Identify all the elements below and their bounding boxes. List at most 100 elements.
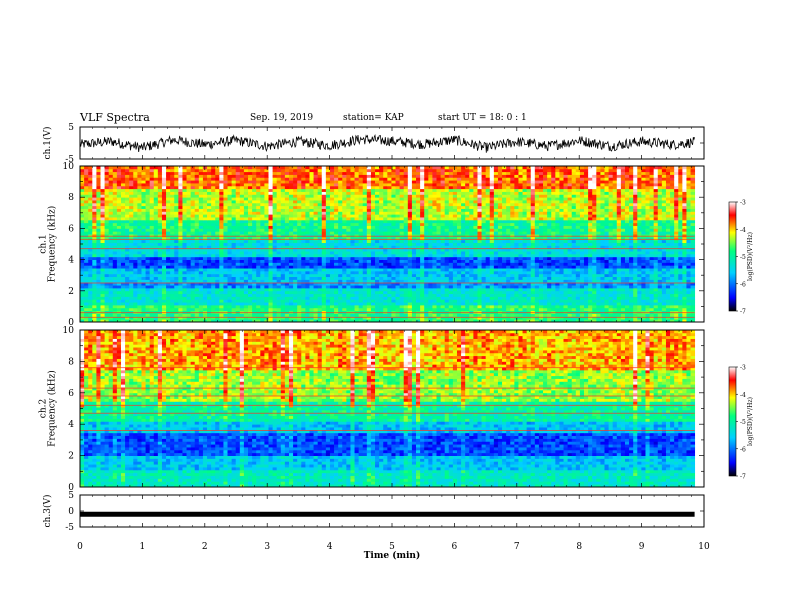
- spectrogram-cell: [375, 296, 380, 300]
- spectrogram-cell: [329, 228, 335, 232]
- spectrogram-cell: [444, 270, 450, 275]
- spectrogram-cell: [334, 234, 339, 238]
- spectrogram-cell: [473, 234, 478, 238]
- spectrogram-cell: [670, 268, 675, 272]
- spectrogram-cell: [239, 245, 245, 249]
- spectrogram-cell: [424, 293, 429, 297]
- spectrogram-cell: [682, 282, 687, 286]
- spectrogram-cell: [264, 265, 269, 269]
- spectrogram-cell: [383, 299, 388, 303]
- spectrogram-cell: [690, 248, 696, 252]
- spectrogram-cell: [252, 259, 257, 263]
- spectrogram-cell: [424, 242, 429, 246]
- spectrogram-cell: [100, 287, 105, 292]
- spectrogram-cell: [342, 299, 347, 303]
- spectrogram-cell: [129, 231, 134, 235]
- spectrogram-cell: [137, 234, 142, 238]
- spectrogram-cell: [497, 259, 503, 263]
- spectrogram-cell: [506, 259, 511, 263]
- spectrogram-cell: [301, 296, 306, 300]
- spectrogram-cell: [325, 256, 331, 260]
- spectrogram-cell: [612, 285, 618, 289]
- spectrogram-cell: [223, 259, 228, 263]
- spectrogram-cell: [465, 245, 470, 249]
- spectrogram-cell: [514, 276, 519, 280]
- spectrogram-cell: [166, 316, 171, 320]
- spectrogram-cell: [506, 307, 511, 312]
- spectrogram-cell: [145, 279, 151, 283]
- spectrogram-cell: [432, 259, 437, 263]
- spectrogram-cell: [297, 228, 302, 232]
- spectrogram-cell: [252, 242, 257, 246]
- spectrogram-cell: [407, 253, 413, 258]
- spectrogram-cell: [571, 319, 577, 323]
- spectrogram-cell: [497, 307, 503, 312]
- spectrogram-cell: [170, 262, 175, 266]
- spectrogram-cell: [444, 259, 450, 263]
- spectrogram-cell: [207, 253, 212, 258]
- spectrogram-cell: [125, 307, 130, 312]
- spectrogram-cell: [288, 279, 294, 283]
- spectrogram-cell: [309, 273, 314, 278]
- spectrogram-cell: [584, 293, 589, 297]
- spectrogram-cell: [575, 276, 581, 280]
- spectrogram-cell: [559, 282, 564, 286]
- spectrogram-cell: [145, 231, 151, 235]
- spectrogram-cell: [202, 285, 208, 289]
- spectrogram-cell: [682, 239, 687, 243]
- spectrogram-cell: [620, 236, 626, 241]
- spectrogram-cell: [481, 262, 487, 266]
- spectrogram-cell: [342, 316, 347, 320]
- spectrogram-cell: [473, 262, 478, 266]
- spectrogram-cell: [497, 276, 503, 280]
- spectrogram-cell: [288, 287, 294, 292]
- spectrogram-cell: [88, 236, 93, 241]
- spectrogram-cell: [133, 259, 138, 263]
- spectrogram-cell: [497, 299, 503, 303]
- spectrogram-cell: [207, 299, 212, 303]
- spectrogram-cell: [288, 253, 294, 258]
- spectrogram-cell: [604, 296, 609, 300]
- spectrogram-cell: [571, 279, 577, 283]
- spectrogram-cell: [375, 299, 380, 303]
- spectrogram-cell: [96, 259, 101, 263]
- spectrogram-cell: [272, 282, 278, 286]
- spectrogram-cell: [588, 259, 593, 263]
- spectrogram-cell: [219, 285, 224, 289]
- spectrogram-cell: [125, 242, 130, 246]
- spectrogram-cell: [567, 313, 573, 317]
- spectrogram-cell: [456, 251, 462, 255]
- spectrogram-cell: [354, 279, 360, 283]
- spectrogram-cell: [366, 304, 372, 309]
- spectrogram-cell: [461, 316, 466, 320]
- spectrogram-cell: [362, 248, 368, 252]
- spectrogram-cell: [305, 304, 310, 309]
- spectrogram-cell: [571, 242, 577, 246]
- spectrogram-cell: [608, 234, 614, 238]
- spectrogram-cell: [456, 259, 462, 263]
- spectrogram-cell: [268, 279, 273, 283]
- spectrogram-cell: [571, 256, 577, 260]
- spectrogram-cell: [338, 287, 343, 292]
- spectrogram-cell: [297, 242, 302, 246]
- spectrogram-cell: [252, 239, 257, 243]
- spectrogram-cell: [358, 239, 364, 243]
- spectrogram-cell: [526, 313, 532, 317]
- spectrogram-cell: [653, 299, 659, 303]
- spectrogram-cell: [456, 282, 462, 286]
- spectrogram-cell: [202, 251, 208, 255]
- spectrogram-cell: [473, 253, 478, 258]
- spectrogram-cell: [362, 265, 368, 269]
- spectrogram-cell: [116, 304, 122, 309]
- spectrogram-cell: [481, 293, 487, 297]
- spectrogram-cell: [182, 228, 187, 232]
- spectrogram-cell: [137, 302, 142, 306]
- spectrogram-cell: [645, 276, 650, 280]
- spectrogram-cell: [502, 251, 507, 255]
- spectrogram-cell: [403, 285, 409, 289]
- spectrogram-cell: [411, 253, 417, 258]
- spectrogram-cell: [272, 285, 278, 289]
- spectrogram-cell: [116, 239, 122, 243]
- spectrogram-cell: [506, 285, 511, 289]
- spectrogram-cell: [420, 234, 425, 238]
